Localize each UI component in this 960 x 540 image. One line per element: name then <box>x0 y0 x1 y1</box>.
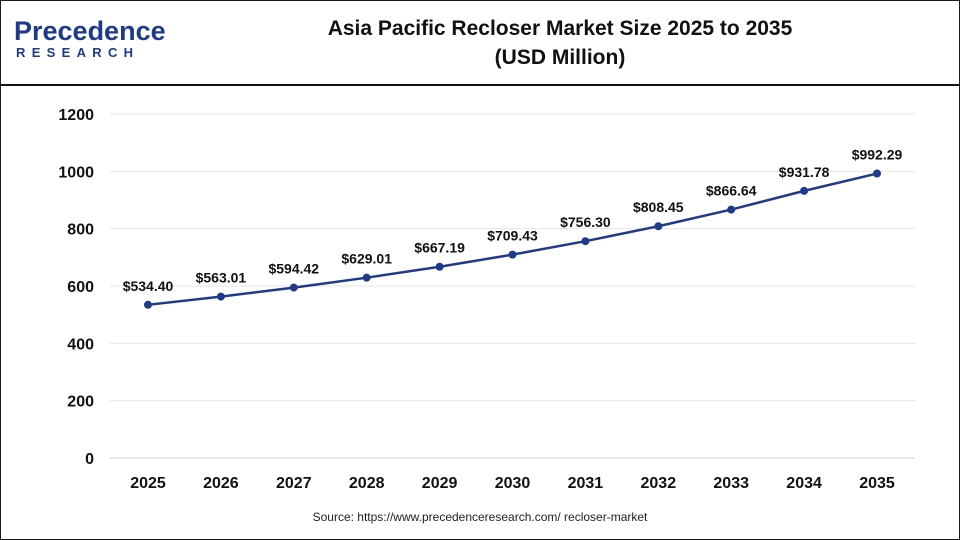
source-note: Source: https://www.precedenceresearch.c… <box>312 510 648 524</box>
data-labels: $534.40 $563.01 $594.42 $629.01 $667.19 $709.… <box>123 147 903 294</box>
data-point <box>289 283 298 292</box>
data-point <box>435 262 444 271</box>
gridlines <box>110 113 915 402</box>
y-tick-label: 800 <box>67 222 94 239</box>
data-label: $563.01 <box>196 270 247 286</box>
x-tick-label: 2025 <box>130 475 166 492</box>
data-label: $629.01 <box>341 251 392 267</box>
y-tick-label: 1000 <box>58 164 94 181</box>
y-axis-ticks: 0 200 400 600 800 1000 1200 <box>58 107 94 468</box>
data-point <box>216 292 225 301</box>
data-point <box>654 222 663 231</box>
x-tick-label: 2031 <box>568 475 604 492</box>
header: Precedence RESEARCH Asia Pacific Reclose… <box>0 0 960 84</box>
data-point <box>362 273 371 282</box>
chart-title-line-1: Asia Pacific Recloser Market Size 2025 t… <box>327 17 793 40</box>
x-axis-ticks: 2025 2026 2027 2028 2029 2030 2031 2032 2033 2034… <box>130 475 895 492</box>
y-tick-label: 200 <box>67 394 94 411</box>
data-label: $594.42 <box>268 261 319 277</box>
y-tick-label: 1200 <box>58 107 94 124</box>
brand-logo: Precedence RESEARCH <box>14 16 166 64</box>
x-tick-label: 2030 <box>495 475 531 492</box>
data-label: $808.45 <box>633 199 684 215</box>
data-label: $534.40 <box>123 278 174 294</box>
data-point <box>581 237 590 246</box>
data-label: $931.78 <box>779 164 830 180</box>
data-label: $992.29 <box>852 147 903 163</box>
data-point <box>508 250 517 259</box>
x-tick-label: 2028 <box>349 475 385 492</box>
data-label: $756.30 <box>560 214 611 230</box>
chart-title: Asia Pacific Recloser Market Size 2025 t… <box>300 14 820 72</box>
data-point <box>873 169 881 178</box>
x-tick-label: 2032 <box>641 475 677 492</box>
data-point <box>727 205 736 214</box>
data-point <box>144 300 152 309</box>
x-tick-label: 2027 <box>276 475 312 492</box>
x-tick-label: 2033 <box>713 475 749 492</box>
chart-title-line-2: (USD Million) <box>494 46 626 69</box>
data-label: $709.43 <box>487 228 538 244</box>
header-divider <box>0 84 960 86</box>
data-label: $866.64 <box>706 183 757 199</box>
data-points <box>144 169 881 309</box>
y-tick-label: 0 <box>85 451 94 468</box>
x-tick-label: 2034 <box>786 475 822 492</box>
x-tick-label: 2026 <box>203 475 239 492</box>
brand-tagline: RESEARCH <box>16 45 140 60</box>
brand-name: Precedence <box>14 16 166 46</box>
data-label: $667.19 <box>414 240 465 256</box>
x-tick-label: 2035 <box>859 475 895 492</box>
x-tick-label: 2029 <box>422 475 458 492</box>
y-tick-label: 600 <box>67 279 94 296</box>
data-point <box>800 186 809 195</box>
y-tick-label: 400 <box>67 336 94 353</box>
